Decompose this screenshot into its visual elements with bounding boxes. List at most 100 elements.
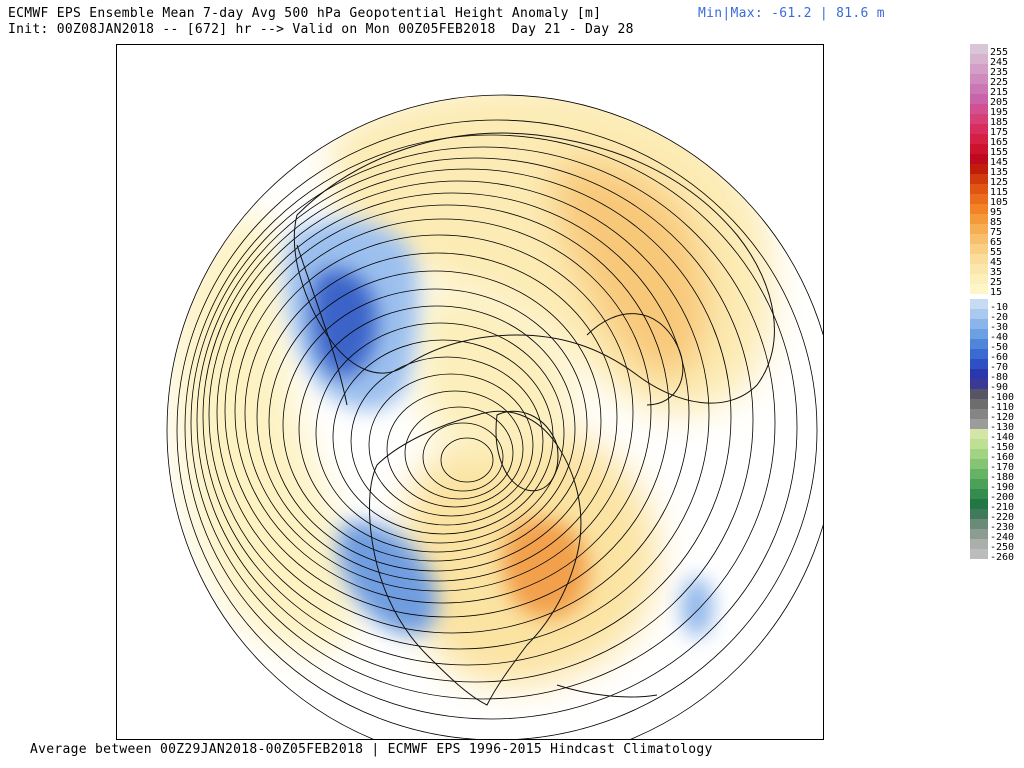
eastern-na-positive-core — [502, 518, 589, 619]
color-scale-label: 95 — [990, 207, 1003, 218]
anomaly-shading — [175, 95, 773, 686]
color-scale-label: -140 — [990, 432, 1015, 443]
color-scale-swatch — [970, 339, 988, 349]
color-scale-label: 185 — [990, 117, 1009, 128]
color-scale-label: -160 — [990, 452, 1015, 463]
color-scale-label: -130 — [990, 422, 1015, 433]
color-scale-label: -100 — [990, 392, 1015, 403]
color-scale-label: -30 — [990, 322, 1009, 333]
init-valid-line: Init: 00Z08JAN2018 -- [672] hr --> Valid… — [8, 22, 634, 37]
color-scale-swatch — [970, 529, 988, 539]
caribbean-coast — [556, 684, 658, 698]
eurasia-coast — [293, 132, 775, 404]
color-scale-swatch — [970, 549, 988, 559]
height-contours — [176, 119, 818, 739]
map-panel — [116, 44, 824, 740]
color-scale-swatch — [970, 319, 988, 329]
color-scale-label: 235 — [990, 67, 1009, 78]
color-scale-swatch — [970, 519, 988, 529]
min-max-readout: Min|Max: -61.2 | 81.6 m — [698, 6, 885, 21]
color-scale-swatch — [970, 409, 988, 419]
color-scale-swatch — [970, 489, 988, 499]
color-scale-label: 45 — [990, 257, 1003, 268]
coastlines — [293, 132, 775, 706]
color-scale-label: 165 — [990, 137, 1009, 148]
color-scale-swatch — [970, 449, 988, 459]
color-scale-label: -10 — [990, 302, 1009, 313]
color-scale-label: -220 — [990, 512, 1015, 523]
color-scale-label: 245 — [990, 57, 1009, 68]
color-scale-label: 115 — [990, 187, 1009, 198]
color-scale-swatch — [970, 439, 988, 449]
color-scale-swatch — [970, 184, 988, 194]
color-scale-swatch — [970, 459, 988, 469]
color-scale-label: -80 — [990, 372, 1009, 383]
color-scale-label: -250 — [990, 542, 1015, 553]
color-scale-swatch — [970, 309, 988, 319]
color-scale-label: 75 — [990, 227, 1003, 238]
color-scale-label: 55 — [990, 247, 1003, 258]
color-scale-swatch — [970, 74, 988, 84]
color-scale-swatch — [970, 114, 988, 124]
color-scale-label: -90 — [990, 382, 1009, 393]
color-scale-label: -240 — [990, 532, 1015, 543]
color-scale-label: 195 — [990, 107, 1009, 118]
color-scale-swatch — [970, 174, 988, 184]
color-scale-label: 255 — [990, 47, 1009, 58]
pacific-positive-anomaly — [175, 213, 357, 653]
map-title: ECMWF EPS Ensemble Mean 7-day Avg 500 hP… — [8, 6, 602, 21]
color-scale-swatch — [970, 124, 988, 134]
color-scale-label: 215 — [990, 87, 1009, 98]
color-scale-swatch — [970, 469, 988, 479]
color-scale-swatch — [970, 419, 988, 429]
color-scale-swatch — [970, 349, 988, 359]
color-scale-label: -210 — [990, 502, 1015, 513]
averaging-period-footer: Average between 00Z29JAN2018-00Z05FEB201… — [30, 742, 713, 757]
color-scale-swatch — [970, 234, 988, 244]
color-scale-label: 135 — [990, 167, 1009, 178]
color-scale-bar — [970, 44, 988, 559]
color-scale-label: -70 — [990, 362, 1009, 373]
color-scale-label: 25 — [990, 277, 1003, 288]
color-scale-label: -120 — [990, 412, 1015, 423]
color-scale-labels: 255 245 235 225 215 205 195 185 175 165 155 145 135 1… — [990, 44, 1024, 563]
color-scale-swatch — [970, 389, 988, 399]
color-scale-label: -230 — [990, 522, 1015, 533]
hemisphere-boundary — [166, 94, 823, 739]
color-scale-swatch — [970, 509, 988, 519]
color-scale-swatch — [970, 134, 988, 144]
color-scale-swatch — [970, 264, 988, 274]
color-scale-label: -170 — [990, 462, 1015, 473]
color-scale-label: -190 — [990, 482, 1015, 493]
color-scale-swatch — [970, 224, 988, 234]
asia-east-coast — [296, 244, 348, 406]
color-scale-swatch — [970, 359, 988, 369]
color-scale-label: 155 — [990, 147, 1009, 158]
color-scale-swatch — [970, 379, 988, 389]
color-scale-swatch — [970, 44, 988, 54]
color-scale-swatch — [970, 84, 988, 94]
color-scale-swatch — [970, 244, 988, 254]
atlantic-negative-anomaly — [681, 577, 713, 637]
color-scale-label: -50 — [990, 342, 1009, 353]
color-scale-label: 85 — [990, 217, 1003, 228]
color-scale-label: -150 — [990, 442, 1015, 453]
color-scale-label: 15 — [990, 287, 1003, 298]
color-scale-swatch — [970, 144, 988, 154]
color-scale-label: -260 — [990, 552, 1015, 563]
color-scale-label: 175 — [990, 127, 1009, 138]
color-scale-swatch — [970, 369, 988, 379]
color-scale-label: -110 — [990, 402, 1015, 413]
color-scale-swatch — [970, 64, 988, 74]
color-scale-swatch — [970, 254, 988, 264]
color-scale-swatch — [970, 54, 988, 64]
color-scale-label: 65 — [990, 237, 1003, 248]
color-scale-label: -40 — [990, 332, 1009, 343]
color-scale-label: 35 — [990, 267, 1003, 278]
color-scale-swatch — [970, 164, 988, 174]
color-scale-label: 145 — [990, 157, 1009, 168]
east-asia-negative-core — [311, 269, 378, 377]
color-scale-label: 205 — [990, 97, 1009, 108]
color-scale-label: 105 — [990, 197, 1009, 208]
color-scale-swatch — [970, 299, 988, 309]
